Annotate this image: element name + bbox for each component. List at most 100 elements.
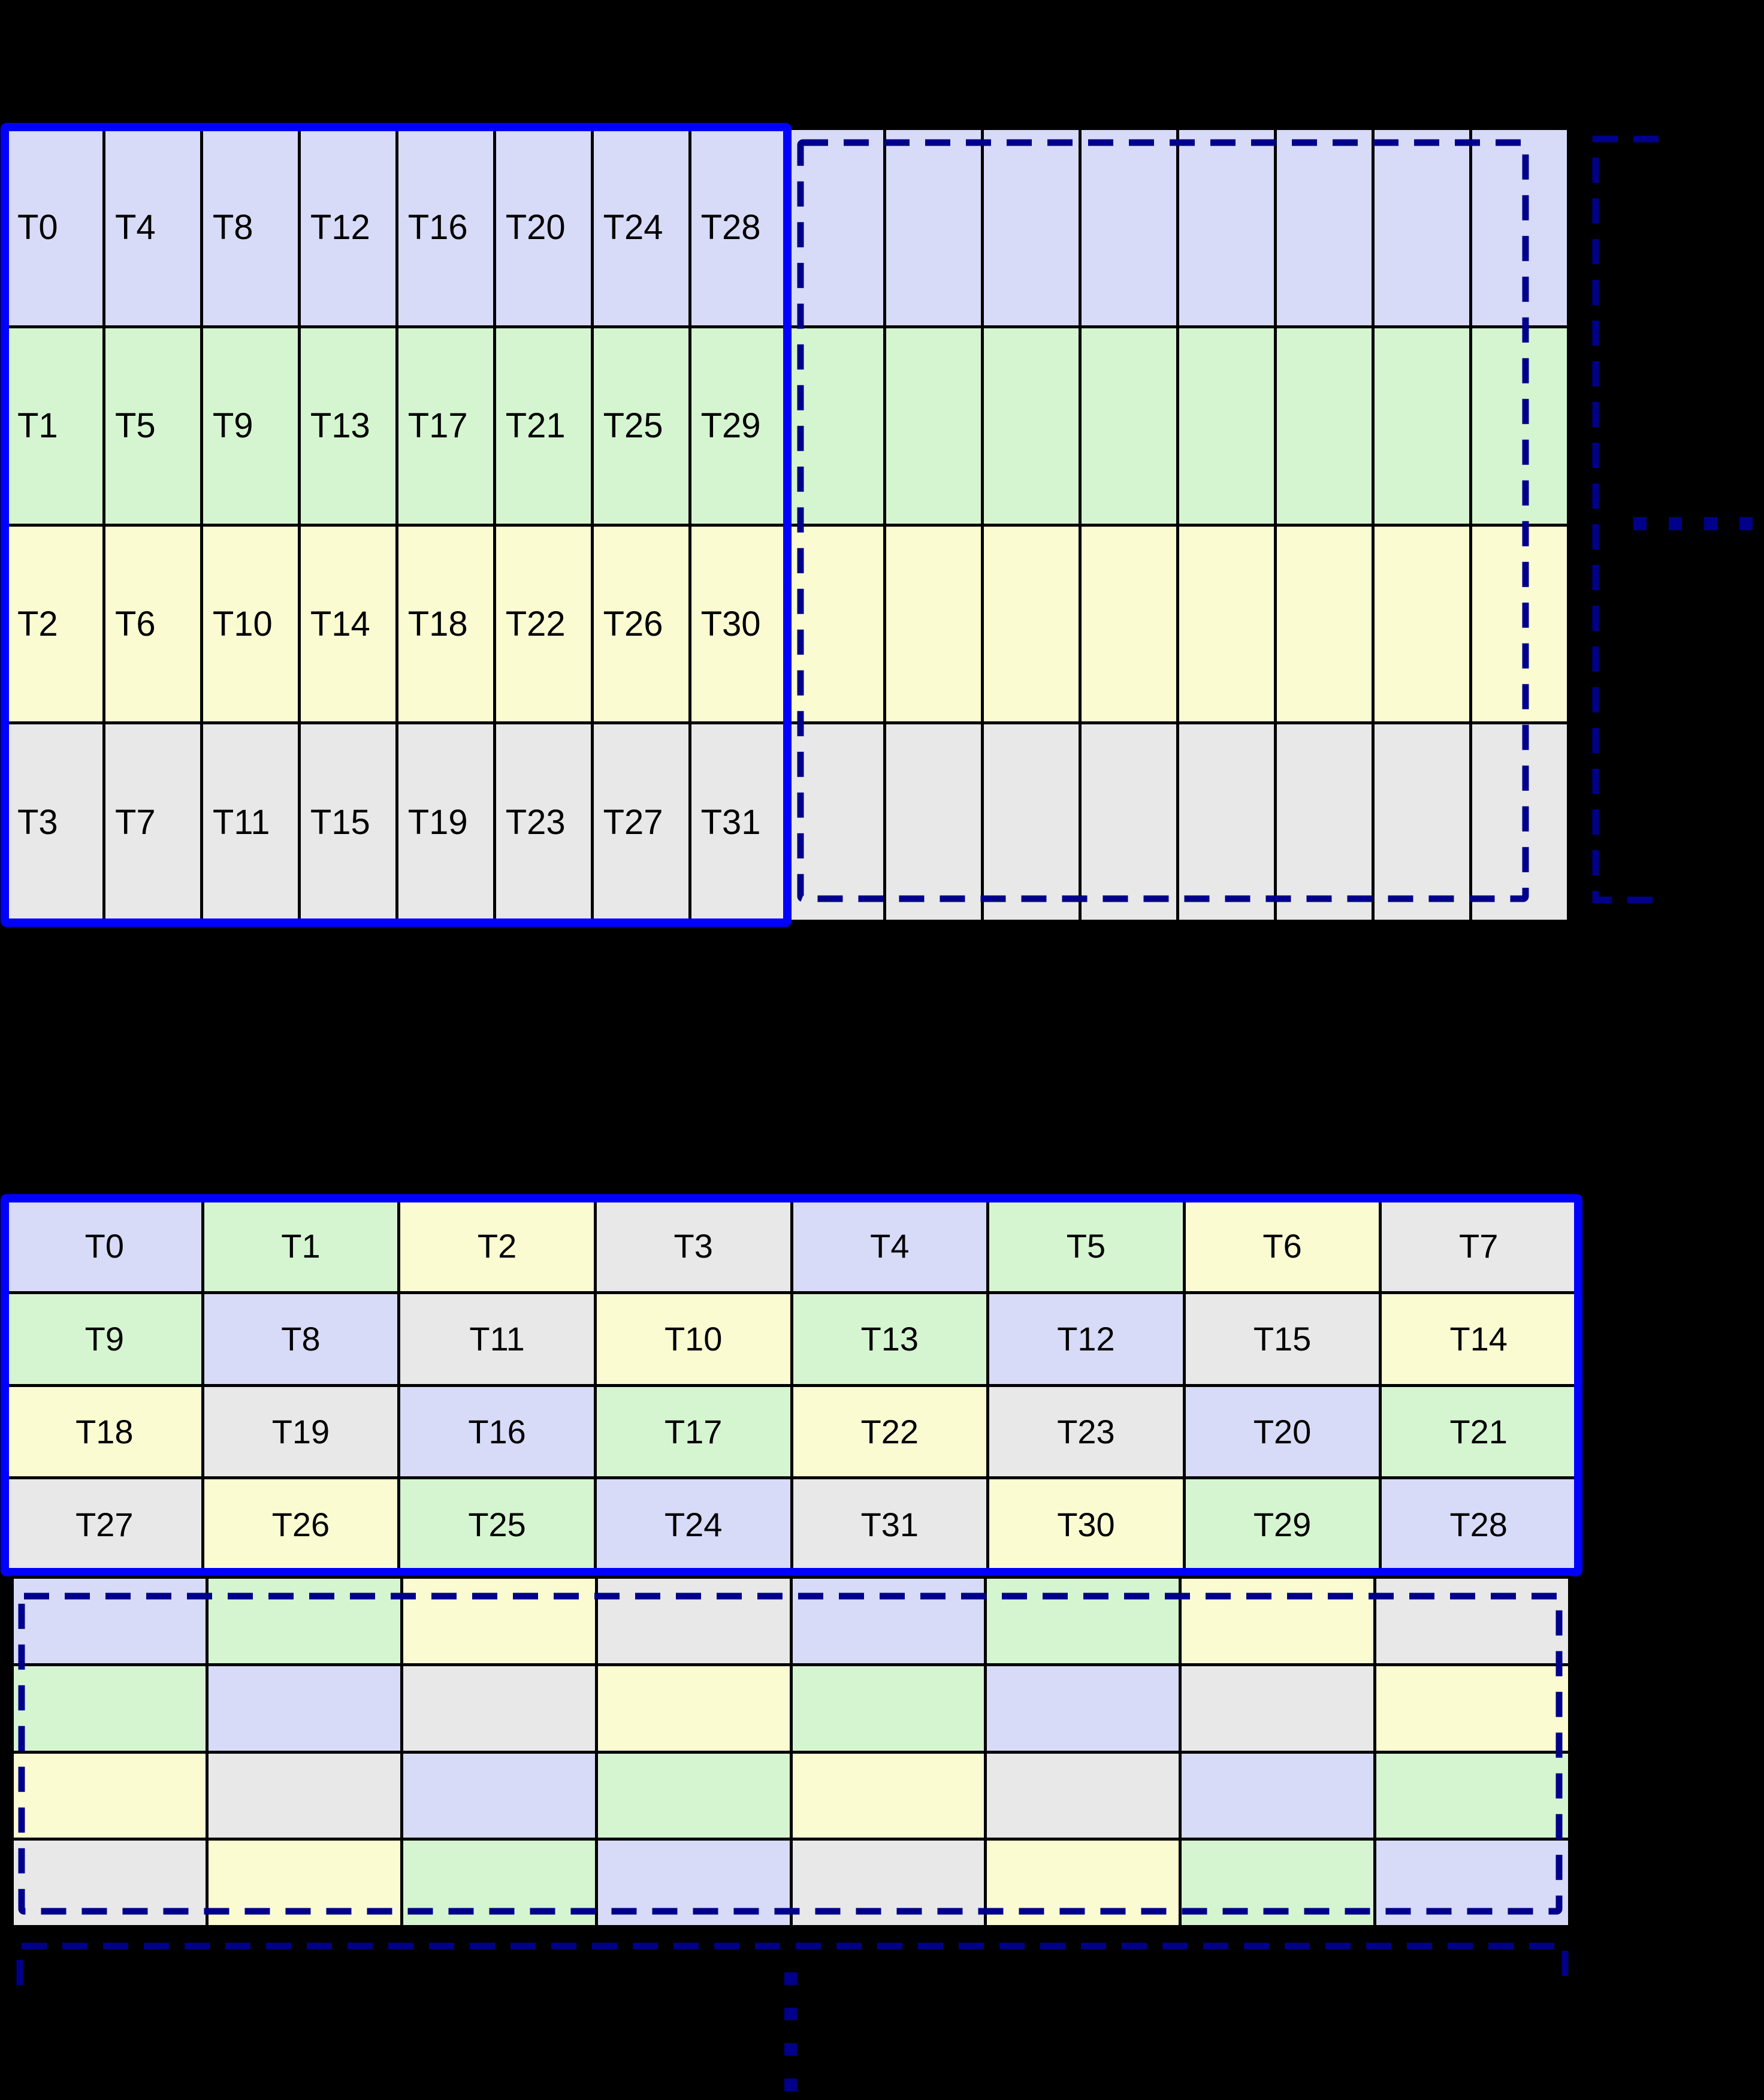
thread-cell: T20 [1185, 1386, 1379, 1477]
unlabeled-cell [1375, 130, 1470, 325]
thread-cell: T8 [204, 1294, 398, 1384]
thread-cell: T29 [1185, 1479, 1379, 1569]
thread-cell: T2 [400, 1201, 594, 1291]
ellipsis-dot [784, 2078, 797, 2091]
thread-cell: T28 [691, 130, 786, 325]
ellipsis-dot [1633, 517, 1647, 530]
unlabeled-cell [1277, 724, 1372, 920]
unlabeled-cell [1082, 328, 1177, 524]
thread-cell: T18 [8, 1386, 201, 1477]
bottom-grid: T0 T1 T2 T3 T4 T5 T6 T7 T9 T8 T11 T10 T13 T12 T15 T14 T1… [5, 1198, 1578, 1572]
unlabeled-cell [208, 1579, 400, 1663]
ellipsis-dot [784, 2043, 797, 2056]
unlabeled-cell [403, 1666, 595, 1751]
unlabeled-cell [14, 1753, 206, 1838]
thread-cell: T14 [300, 526, 395, 722]
thread-cell: T22 [793, 1386, 987, 1477]
unlabeled-cell [1082, 724, 1177, 920]
unlabeled-cell [1472, 526, 1567, 722]
continuation-dots-vertical [784, 1972, 797, 2091]
thread-cell: T31 [793, 1479, 987, 1569]
unlabeled-cell [1277, 328, 1372, 524]
thread-cell: T5 [989, 1201, 1183, 1291]
unlabeled-cell [597, 1666, 790, 1751]
thread-cell: T7 [1382, 1201, 1575, 1291]
thread-cell: T7 [105, 724, 200, 920]
unlabeled-cell [1182, 1753, 1374, 1838]
unlabeled-cell [984, 328, 1079, 524]
unlabeled-cell [1375, 328, 1470, 524]
unlabeled-cell [984, 526, 1079, 722]
unlabeled-cell [1376, 1841, 1568, 1925]
ghost-block-grid [11, 1576, 1571, 1928]
thread-cell: T29 [691, 328, 786, 524]
thread-cell: T1 [204, 1201, 398, 1291]
unlabeled-cell [789, 130, 884, 325]
ellipsis-dot [1739, 517, 1753, 530]
thread-cell: T16 [398, 130, 493, 325]
unlabeled-cell [597, 1841, 790, 1925]
unlabeled-cell [1179, 130, 1274, 325]
unlabeled-cell [984, 130, 1079, 325]
thread-cell: T16 [400, 1386, 594, 1477]
ellipsis-dot [1704, 517, 1717, 530]
unlabeled-cell [987, 1753, 1179, 1838]
thread-cell: T0 [8, 1201, 201, 1291]
thread-cell: T24 [596, 1479, 790, 1569]
unlabeled-cell [789, 328, 884, 524]
unlabeled-cell [1082, 130, 1177, 325]
thread-cell: T6 [105, 526, 200, 722]
thread-cell: T15 [300, 724, 395, 920]
thread-cell: T27 [593, 724, 688, 920]
thread-cell: T25 [593, 328, 688, 524]
unlabeled-cell [1179, 328, 1274, 524]
thread-cell: T18 [398, 526, 493, 722]
thread-cell: T6 [1185, 1201, 1379, 1291]
thread-cell: T10 [203, 526, 298, 722]
thread-cell: T17 [596, 1386, 790, 1477]
unlabeled-cell [1472, 328, 1567, 524]
thread-cell: T27 [8, 1479, 201, 1569]
thread-cell: T4 [793, 1201, 987, 1291]
top-grid: T0 T4 T8 T12 T16 T20 T24 T28 T1 T5 T9 T13 T17 T21 T25 T… [5, 127, 1570, 923]
unlabeled-cell [403, 1579, 595, 1663]
thread-cell: T24 [593, 130, 688, 325]
thread-cell: T1 [8, 328, 102, 524]
unlabeled-cell [1472, 724, 1567, 920]
thread-cell: T13 [793, 1294, 987, 1384]
thread-cell: T4 [105, 130, 200, 325]
unlabeled-cell [1182, 1841, 1374, 1925]
thread-cell: T9 [8, 1294, 201, 1384]
unlabeled-cell [886, 526, 981, 722]
unlabeled-cell [1277, 130, 1372, 325]
unlabeled-cell [208, 1666, 400, 1751]
unlabeled-cell [792, 1579, 984, 1663]
ellipsis-dot [784, 2008, 797, 2020]
unlabeled-cell [403, 1753, 595, 1838]
unlabeled-cell [1182, 1579, 1374, 1663]
unlabeled-cell [1179, 526, 1274, 722]
unlabeled-cell [597, 1579, 790, 1663]
thread-cell: T23 [496, 724, 591, 920]
thread-cell: T12 [300, 130, 395, 325]
thread-cell: T19 [398, 724, 493, 920]
unlabeled-cell [1082, 526, 1177, 722]
thread-cell: T23 [989, 1386, 1183, 1477]
unlabeled-cell [403, 1841, 595, 1925]
unlabeled-cell [792, 1841, 984, 1925]
unlabeled-cell [886, 130, 981, 325]
thread-cell: T14 [1382, 1294, 1575, 1384]
thread-cell: T25 [400, 1479, 594, 1569]
continuation-dots-horizontal [1633, 517, 1753, 530]
unlabeled-cell [1375, 724, 1470, 920]
unlabeled-cell [987, 1579, 1179, 1663]
unlabeled-cell [1376, 1579, 1568, 1663]
thread-cell: T5 [105, 328, 200, 524]
thread-cell: T26 [204, 1479, 398, 1569]
unlabeled-cell [792, 1753, 984, 1838]
thread-cell: T20 [496, 130, 591, 325]
thread-cell: T17 [398, 328, 493, 524]
unlabeled-cell [597, 1753, 790, 1838]
thread-cell: T19 [204, 1386, 398, 1477]
